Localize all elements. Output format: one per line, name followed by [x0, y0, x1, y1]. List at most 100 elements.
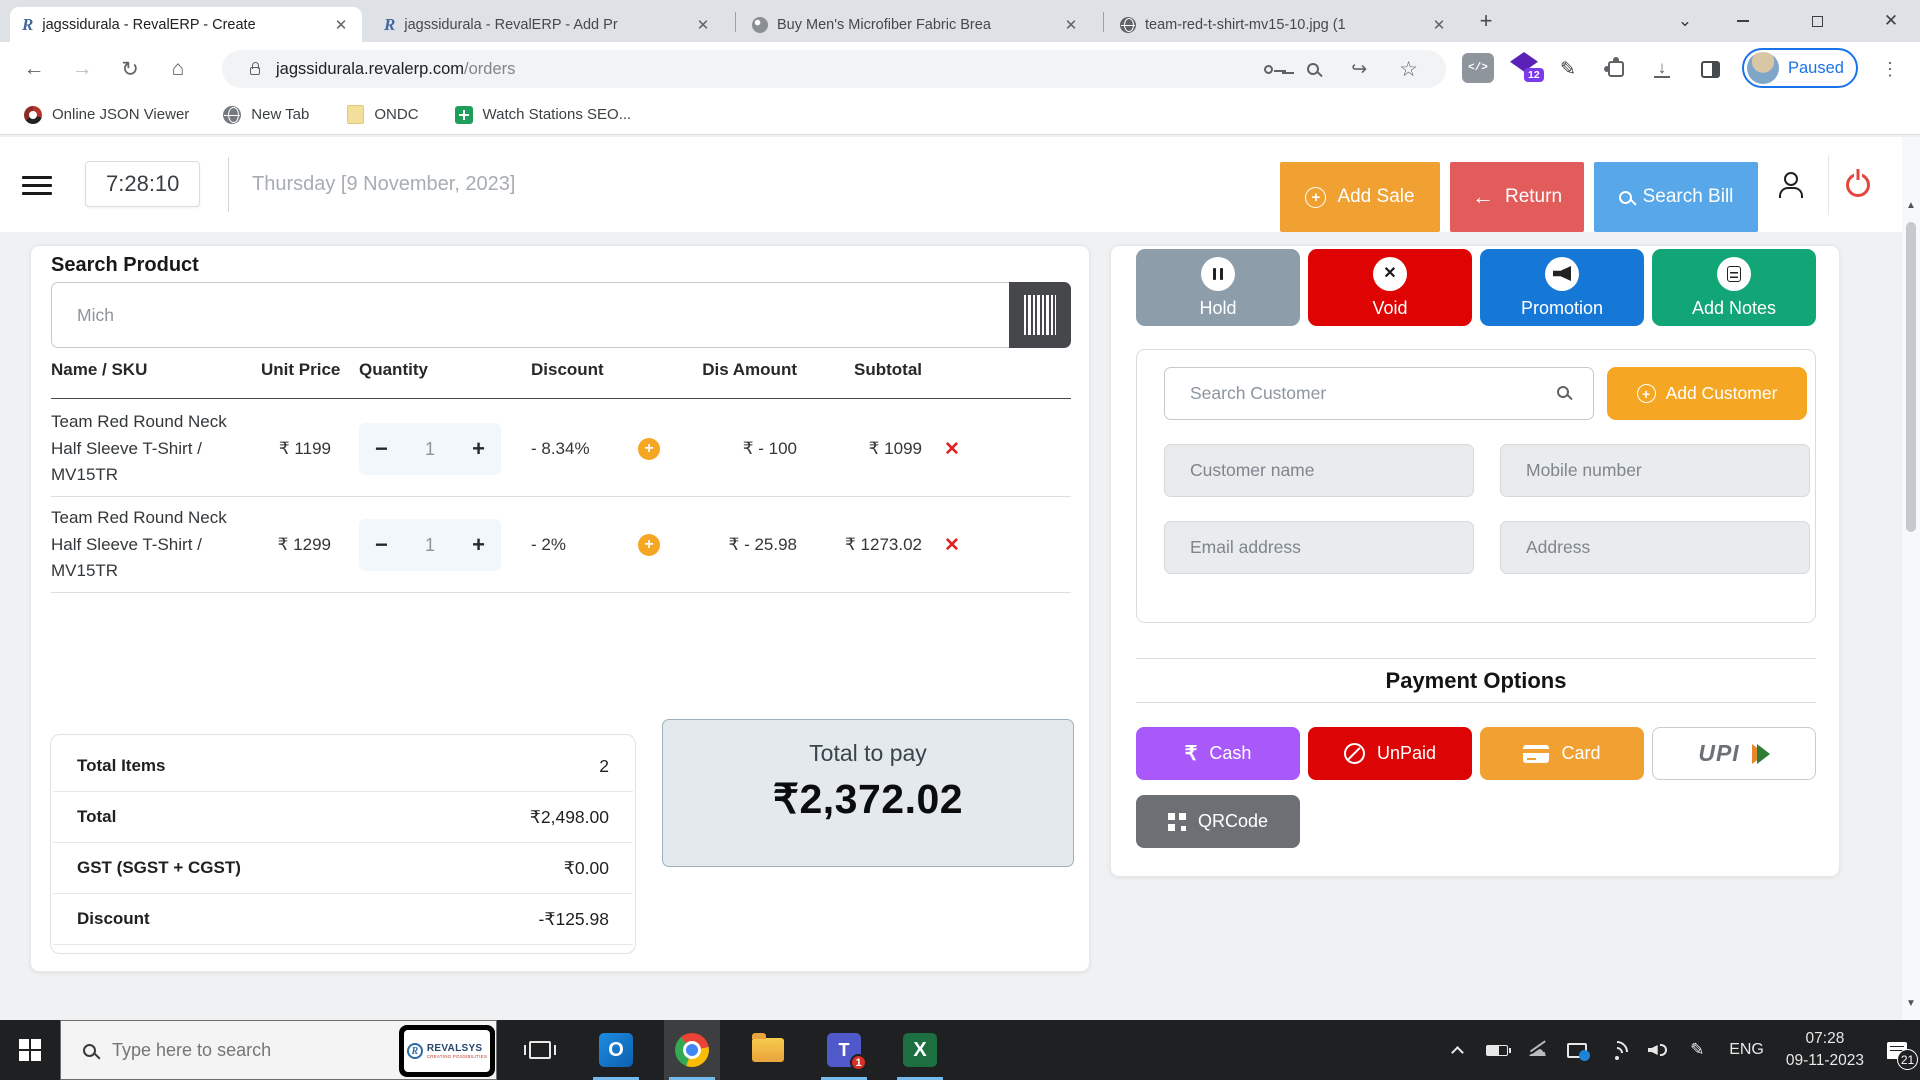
- menu-hamburger-icon[interactable]: [22, 176, 52, 200]
- bookmark-star-icon[interactable]: ☆: [1399, 57, 1418, 81]
- forward-icon[interactable]: →: [71, 57, 93, 80]
- card-payment-button[interactable]: Card: [1480, 727, 1644, 780]
- pen-icon[interactable]: ✎: [1690, 1040, 1705, 1059]
- zoom-icon[interactable]: [1307, 63, 1320, 75]
- taskbar-search[interactable]: R REVALSYS CREATING POSSIBILITIES: [60, 1020, 497, 1080]
- divider: [1828, 155, 1829, 215]
- reload-icon[interactable]: ↻: [121, 57, 139, 81]
- add-discount-icon[interactable]: +: [638, 438, 660, 460]
- search-customer-input[interactable]: [1164, 367, 1594, 420]
- action-center-button[interactable]: 21: [1874, 1020, 1920, 1080]
- void-button[interactable]: ✕ Void: [1308, 249, 1472, 326]
- taskbar-chrome[interactable]: [664, 1020, 720, 1080]
- task-view-button[interactable]: [512, 1020, 568, 1080]
- url-text[interactable]: jagssidurala.revalerp.com/orders: [276, 59, 516, 78]
- item-unit-price: ₹ 1199: [278, 439, 331, 458]
- back-icon[interactable]: ←: [23, 57, 45, 80]
- restore-button[interactable]: [1794, 0, 1840, 42]
- page-scrollbar-thumb[interactable]: [1906, 222, 1916, 532]
- unpaid-payment-button[interactable]: UnPaid: [1308, 727, 1472, 780]
- bookmark-new-tab[interactable]: New Tab: [223, 105, 309, 124]
- increase-quantity-button[interactable]: +: [472, 532, 485, 557]
- search-bill-button[interactable]: Search Bill: [1594, 162, 1758, 232]
- add-notes-button[interactable]: Add Notes: [1652, 249, 1816, 326]
- onedrive-cloud-icon[interactable]: ☁: [1527, 1039, 1547, 1061]
- language-indicator[interactable]: ENG: [1729, 1041, 1764, 1058]
- tab-shopping[interactable]: Buy Men's Microfiber Fabric Brea ✕: [740, 7, 1092, 42]
- share-icon[interactable]: ↪: [1351, 58, 1368, 80]
- quantity-stepper: − 1 +: [359, 519, 501, 571]
- chrome-menu-icon[interactable]: ⋮: [1881, 58, 1899, 79]
- tab-image[interactable]: team-red-t-shirt-mv15-10.jpg (1 ✕: [1108, 7, 1460, 42]
- logout-button[interactable]: [1846, 173, 1870, 202]
- code-extension-icon[interactable]: </>: [1462, 53, 1494, 83]
- coupon-extension-icon[interactable]: [1510, 52, 1538, 72]
- upi-payment-button[interactable]: UPI: [1652, 727, 1816, 780]
- increase-quantity-button[interactable]: +: [472, 436, 485, 461]
- address-field[interactable]: [1500, 521, 1810, 574]
- close-button[interactable]: ✕: [1883, 11, 1899, 30]
- scroll-up-icon[interactable]: ▲: [1906, 200, 1916, 211]
- password-key-icon[interactable]: [1264, 64, 1287, 74]
- tab-close-icon[interactable]: ✕: [1432, 16, 1446, 34]
- profile-button[interactable]: Paused: [1742, 48, 1858, 88]
- taskbar-file-explorer[interactable]: [740, 1020, 796, 1080]
- wifi-icon[interactable]: [1597, 1020, 1637, 1080]
- folder-icon: [347, 105, 365, 124]
- battery-icon[interactable]: [1477, 1020, 1517, 1080]
- scroll-down-icon[interactable]: ▼: [1906, 998, 1916, 1009]
- qrcode-payment-button[interactable]: QRCode: [1136, 795, 1300, 848]
- decrease-quantity-button[interactable]: −: [375, 436, 388, 461]
- item-name: Team Red Round Neck Half Sleeve T-Shirt …: [51, 412, 227, 485]
- tab-revalerp-create[interactable]: R jagssidurala - RevalERP - Create ✕: [10, 7, 362, 42]
- search-highlight-widget[interactable]: R REVALSYS CREATING POSSIBILITIES: [399, 1025, 495, 1077]
- product-search-input[interactable]: [51, 282, 1009, 348]
- remove-item-icon[interactable]: ✕: [944, 438, 960, 460]
- hold-button[interactable]: Hold: [1136, 249, 1300, 326]
- pos-header: 7:28:10 Thursday [9 November, 2023] + Ad…: [0, 137, 1902, 232]
- display-sync-icon[interactable]: [1557, 1020, 1597, 1080]
- add-sale-button[interactable]: + Add Sale: [1280, 162, 1440, 232]
- taskbar-excel[interactable]: X: [892, 1020, 948, 1080]
- home-icon[interactable]: ⌂: [171, 57, 185, 80]
- add-customer-button[interactable]: + Add Customer: [1607, 367, 1807, 420]
- add-discount-icon[interactable]: +: [638, 534, 660, 556]
- promotion-button[interactable]: Promotion: [1480, 249, 1644, 326]
- cash-payment-button[interactable]: ₹ Cash: [1136, 727, 1300, 780]
- taskbar-search-input[interactable]: [112, 1039, 302, 1061]
- taskbar-clock[interactable]: 07:28 09-11-2023: [1776, 1028, 1874, 1073]
- tray-chevron-icon[interactable]: [1437, 1020, 1477, 1080]
- order-summary: Total Items 2 Total ₹2,498.00 GST (SGST …: [50, 734, 636, 954]
- bookmark-watch-stations[interactable]: Watch Stations SEO...: [454, 105, 631, 124]
- globe-icon: [223, 105, 242, 124]
- tab-close-icon[interactable]: ✕: [334, 16, 348, 34]
- decrease-quantity-button[interactable]: −: [375, 532, 388, 557]
- new-tab-button[interactable]: +: [1479, 8, 1493, 33]
- mobile-number-field[interactable]: [1500, 444, 1810, 497]
- tab-close-icon[interactable]: ✕: [1064, 16, 1078, 34]
- volume-icon[interactable]: [1637, 1020, 1677, 1080]
- side-panel-icon[interactable]: [1694, 53, 1726, 85]
- lock-icon[interactable]: [250, 62, 260, 75]
- qr-code-icon: [1167, 812, 1186, 831]
- extensions-puzzle-icon[interactable]: [1600, 53, 1632, 85]
- user-account-button[interactable]: [1778, 172, 1804, 203]
- bookmark-online-json-viewer[interactable]: Online JSON Viewer: [24, 105, 189, 124]
- customer-name-field[interactable]: [1164, 444, 1474, 497]
- taskbar-teams[interactable]: T 1: [816, 1020, 872, 1080]
- email-address-field[interactable]: [1164, 521, 1474, 574]
- address-bar[interactable]: jagssidurala.revalerp.com/orders ↪ ☆: [222, 50, 1446, 88]
- tab-revalerp-add-product[interactable]: R jagssidurala - RevalERP - Add Pr ✕: [372, 7, 724, 42]
- remove-item-icon[interactable]: ✕: [944, 534, 960, 556]
- downloads-icon[interactable]: ↓: [1646, 53, 1678, 85]
- tab-close-icon[interactable]: ✕: [696, 16, 710, 34]
- minimize-button[interactable]: [1720, 0, 1766, 42]
- taskbar-outlook[interactable]: O: [588, 1020, 644, 1080]
- pen-extension-icon[interactable]: ✎: [1560, 58, 1576, 80]
- barcode-scan-button[interactable]: [1009, 282, 1071, 348]
- search-product-title: Search Product: [51, 254, 199, 276]
- return-button[interactable]: ← Return: [1450, 162, 1584, 232]
- start-button[interactable]: [0, 1020, 60, 1080]
- bookmark-ondc[interactable]: ONDC: [347, 105, 419, 124]
- tab-search-chevron-icon[interactable]: ⌄: [1677, 11, 1693, 30]
